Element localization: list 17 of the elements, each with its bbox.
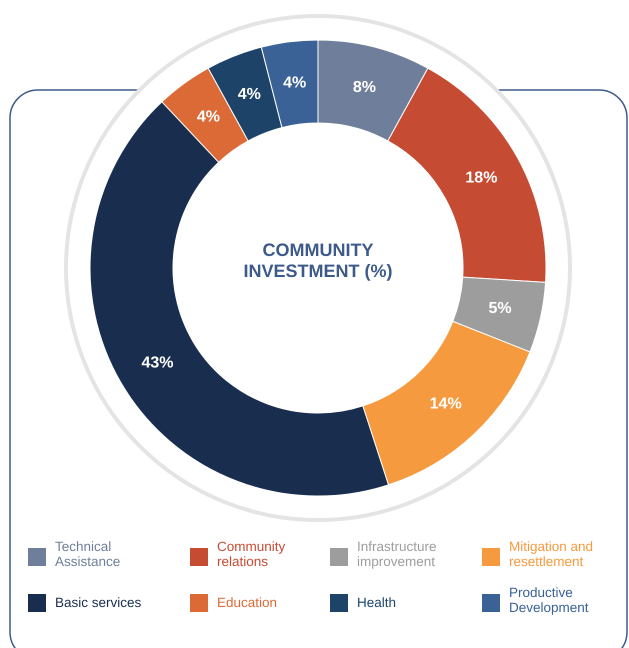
data-label: 4%	[238, 86, 261, 104]
legend-label: Basic services	[55, 595, 142, 610]
data-label: 14%	[430, 395, 462, 412]
legend-label: Mitigation and resettlement	[509, 539, 594, 569]
legend-label: Productive Development	[509, 585, 589, 615]
data-label: 4%	[283, 74, 306, 92]
legend-label: Infrastructure improvement	[357, 539, 437, 569]
data-label: 8%	[352, 78, 376, 96]
data-label: 5%	[488, 300, 512, 318]
data-label: 4%	[196, 108, 220, 126]
data-label: 43%	[141, 354, 174, 372]
legend-label: Community relations	[217, 539, 286, 569]
legend-label: Education	[217, 595, 278, 610]
legend-label: Technical Assistance	[55, 539, 120, 569]
text: COMMUNITY INVESTMENT (%)	[243, 240, 393, 281]
data-label: 18%	[465, 170, 498, 187]
legend-label: Health	[357, 595, 396, 610]
